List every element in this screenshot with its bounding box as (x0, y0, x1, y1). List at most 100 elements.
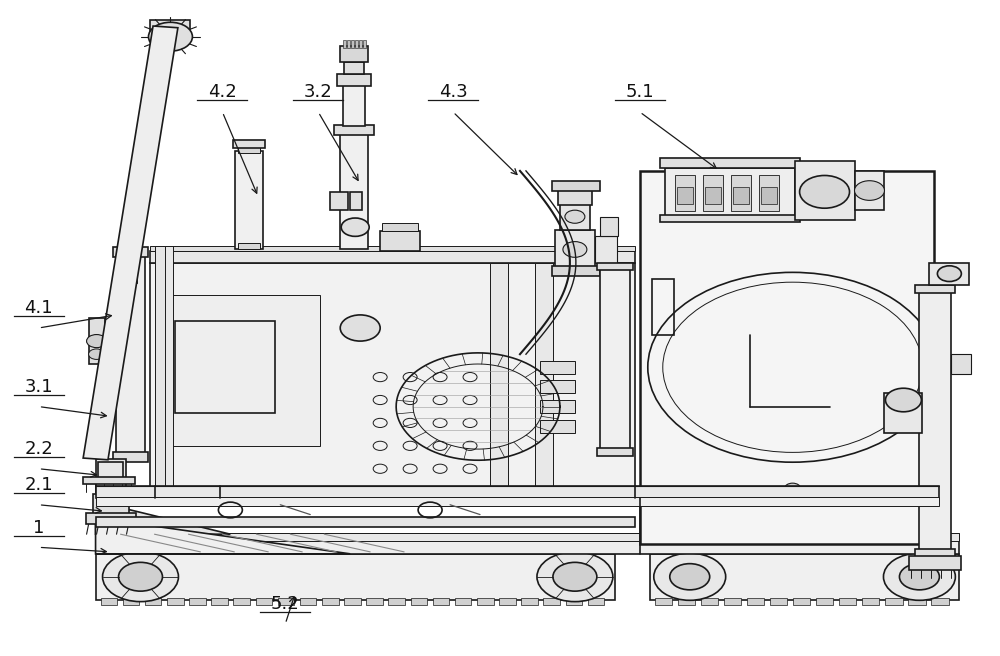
Bar (150, 251, 635, 262)
Bar (238, 243, 260, 249)
Circle shape (654, 553, 726, 600)
Circle shape (563, 241, 587, 257)
Bar (340, 132, 368, 249)
Bar (96, 497, 939, 506)
Bar (555, 230, 595, 269)
Bar (705, 187, 721, 203)
Circle shape (340, 315, 380, 341)
Circle shape (670, 564, 710, 590)
Bar (344, 598, 361, 605)
Bar (83, 478, 135, 483)
Bar (382, 223, 418, 231)
Bar (540, 361, 575, 374)
Bar (113, 247, 148, 257)
Bar (96, 516, 635, 527)
Bar (96, 459, 126, 495)
Bar (915, 549, 955, 557)
Bar (703, 175, 723, 211)
Bar (344, 62, 364, 74)
Bar (909, 556, 961, 570)
Bar (433, 598, 449, 605)
Bar (233, 140, 265, 148)
Bar (334, 125, 374, 135)
Circle shape (148, 22, 192, 51)
Bar (951, 354, 971, 374)
Bar (351, 40, 354, 48)
Bar (165, 295, 320, 446)
Text: 3.1: 3.1 (24, 378, 53, 396)
Bar (931, 598, 949, 605)
Bar (175, 321, 275, 413)
Bar (660, 215, 800, 222)
Bar (96, 533, 959, 541)
Bar (363, 40, 366, 48)
Bar (650, 554, 959, 600)
Bar (770, 598, 787, 605)
Bar (919, 292, 951, 554)
Bar (675, 175, 695, 211)
Bar (640, 171, 934, 544)
Bar (350, 192, 362, 210)
Bar (660, 158, 800, 168)
Bar (93, 493, 129, 514)
Bar (761, 187, 777, 203)
Bar (477, 598, 494, 605)
Circle shape (553, 562, 597, 591)
Bar (388, 598, 405, 605)
Bar (733, 187, 749, 203)
Text: 4.3: 4.3 (439, 83, 467, 101)
Text: 4.1: 4.1 (24, 299, 53, 318)
Bar (150, 20, 190, 32)
Bar (343, 40, 346, 48)
Circle shape (885, 388, 921, 412)
Bar (96, 534, 959, 554)
Bar (701, 598, 718, 605)
Bar (677, 187, 693, 203)
Bar (724, 598, 741, 605)
Bar (885, 598, 903, 605)
Bar (96, 321, 118, 361)
Bar (155, 245, 170, 488)
Bar (521, 598, 538, 605)
Bar (322, 598, 339, 605)
Circle shape (883, 553, 955, 600)
Bar (915, 285, 955, 293)
Bar (795, 161, 855, 220)
Bar (560, 203, 590, 230)
Bar (211, 598, 228, 605)
Bar (411, 598, 427, 605)
Bar (150, 245, 635, 251)
Bar (908, 598, 926, 605)
Bar (540, 400, 575, 413)
Bar (597, 448, 633, 456)
Bar (566, 598, 582, 605)
Bar (543, 598, 560, 605)
Bar (98, 462, 123, 479)
Bar (366, 598, 383, 605)
Bar (558, 188, 592, 205)
Polygon shape (83, 26, 178, 460)
Bar (595, 236, 617, 262)
Bar (540, 380, 575, 394)
Polygon shape (96, 518, 350, 554)
Text: 5.1: 5.1 (625, 83, 654, 101)
Bar (101, 598, 117, 605)
Bar (731, 175, 751, 211)
Bar (600, 269, 630, 453)
Bar (540, 420, 575, 433)
Bar (167, 598, 184, 605)
Bar (597, 262, 633, 270)
Bar (655, 598, 672, 605)
Circle shape (785, 483, 801, 493)
Bar (839, 598, 856, 605)
Circle shape (103, 552, 178, 602)
Bar (652, 279, 674, 335)
Bar (278, 598, 294, 605)
Bar (145, 598, 161, 605)
Bar (116, 256, 145, 459)
Bar (600, 216, 618, 236)
Bar (150, 262, 635, 488)
Circle shape (341, 218, 369, 236)
Bar (747, 598, 764, 605)
Bar (816, 598, 833, 605)
